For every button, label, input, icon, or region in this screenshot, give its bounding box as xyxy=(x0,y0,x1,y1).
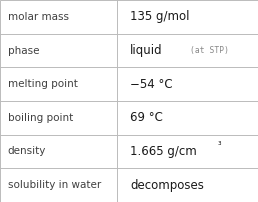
Text: boiling point: boiling point xyxy=(8,113,73,123)
Text: 1.665 g/cm: 1.665 g/cm xyxy=(130,145,197,158)
Text: (at STP): (at STP) xyxy=(190,46,229,55)
Text: decomposes: decomposes xyxy=(130,179,204,192)
Text: density: density xyxy=(8,146,46,157)
Text: ³: ³ xyxy=(218,141,222,149)
Text: −54 °C: −54 °C xyxy=(130,78,173,91)
Text: 135 g/mol: 135 g/mol xyxy=(130,10,190,23)
Text: 69 °C: 69 °C xyxy=(130,111,163,124)
Text: solubility in water: solubility in water xyxy=(8,180,101,190)
Text: molar mass: molar mass xyxy=(8,12,69,22)
Text: melting point: melting point xyxy=(8,79,78,89)
Text: phase: phase xyxy=(8,45,39,56)
Text: liquid: liquid xyxy=(130,44,163,57)
